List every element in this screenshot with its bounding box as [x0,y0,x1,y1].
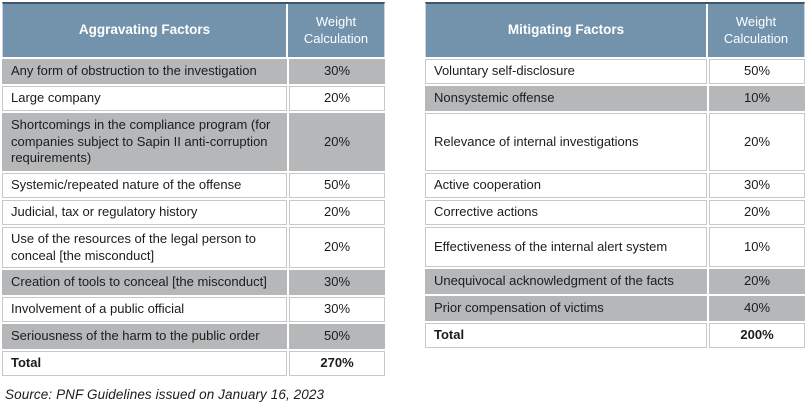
weight-cell: 50% [289,324,385,350]
table-header-row: Aggravating Factors Weight Calculation [2,2,385,57]
factor-cell: Nonsystemic offense [425,86,707,111]
total-row: Total 270% [2,351,385,377]
table-row: Effectiveness of the internal alert syst… [425,227,805,267]
weight-cell: 10% [709,86,805,111]
weight-cell: 30% [289,270,385,296]
factor-cell: Any form of obstruction to the investiga… [2,59,287,84]
table-row: Judicial, tax or regulatory history 20% [2,200,385,225]
factor-cell: Unequivocal acknowledgment of the facts [425,269,707,294]
table-row: Involvement of a public official 30% [2,297,385,323]
weight-cell: 50% [289,173,385,198]
table-row: Voluntary self-disclosure 50% [425,59,805,84]
factor-cell: Use of the resources of the legal person… [2,227,287,269]
factor-cell: Involvement of a public official [2,297,287,323]
weight-cell: 50% [709,59,805,84]
weight-cell: 40% [709,296,805,321]
factor-cell: Large company [2,86,287,111]
column-header-weight-calculation: Weight Calculation [708,4,804,57]
factor-cell: Total [2,351,287,377]
factor-cell: Total [425,323,707,348]
weight-cell: 20% [289,86,385,111]
factor-cell: Judicial, tax or regulatory history [2,200,287,225]
column-header-mitigating-factors: Mitigating Factors [426,4,706,57]
column-header-weight-calculation: Weight Calculation [288,4,384,57]
weight-cell: 20% [709,113,805,171]
source-note: Source: PNF Guidelines issued on January… [5,387,325,402]
weight-cell: 20% [709,200,805,225]
factor-cell: Systemic/repeated nature of the offense [2,173,287,198]
total-row: Total 200% [425,323,805,348]
factor-cell: Creation of tools to conceal [the miscon… [2,270,287,296]
factor-cell: Seriousness of the harm to the public or… [2,324,287,350]
mitigating-factors-table: Mitigating Factors Weight Calculation Vo… [425,2,805,348]
factor-cell: Corrective actions [425,200,707,225]
table-row: Systemic/repeated nature of the offense 5… [2,173,385,198]
table-row: Active cooperation 30% [425,173,805,198]
weight-cell: 200% [709,323,805,348]
table-header-row: Mitigating Factors Weight Calculation [425,2,805,57]
table-row: Large company 20% [2,86,385,111]
weight-cell: 270% [289,351,385,377]
weight-cell: 30% [289,59,385,84]
column-header-aggravating-factors: Aggravating Factors [3,4,286,57]
table-row: Relevance of internal investigations 20% [425,113,805,171]
factor-cell: Voluntary self-disclosure [425,59,707,84]
factor-cell: Effectiveness of the internal alert syst… [425,227,707,267]
table-row: Unequivocal acknowledgment of the facts 2… [425,269,805,294]
weight-cell: 10% [709,227,805,267]
weight-cell: 20% [289,113,385,171]
table-row: Creation of tools to conceal [the miscon… [2,270,385,296]
weight-cell: 30% [709,173,805,198]
table-row: Use of the resources of the legal person… [2,227,385,269]
mitigating-factors-body: Voluntary self-disclosure 50% Nonsystemic … [425,57,805,348]
factor-cell: Relevance of internal investigations [425,113,707,171]
weight-cell: 20% [709,269,805,294]
weight-cell: 20% [289,200,385,225]
aggravating-factors-body: Any form of obstruction to the investiga… [2,57,385,377]
weight-cell: 30% [289,297,385,323]
factor-cell: Shortcomings in the compliance program (… [2,113,287,171]
weight-cell: 20% [289,227,385,269]
aggravating-factors-table: Aggravating Factors Weight Calculation A… [2,2,385,377]
table-row: Corrective actions 20% [425,200,805,225]
table-row: Prior compensation of victims 40% [425,296,805,321]
table-row: Any form of obstruction to the investiga… [2,59,385,84]
factor-cell: Prior compensation of victims [425,296,707,321]
table-row: Seriousness of the harm to the public or… [2,324,385,350]
factor-cell: Active cooperation [425,173,707,198]
table-row: Nonsystemic offense 10% [425,86,805,111]
table-row: Shortcomings in the compliance program (… [2,113,385,171]
